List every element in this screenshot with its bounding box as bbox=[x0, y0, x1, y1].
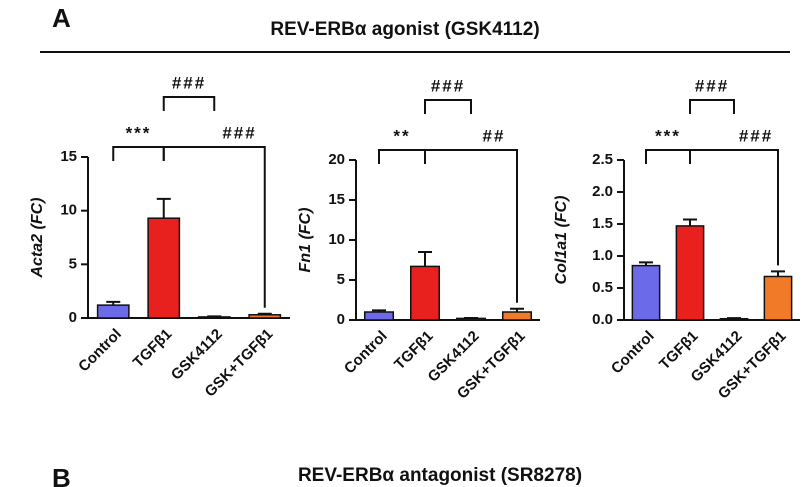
y-tick-label: 2.0 bbox=[592, 183, 613, 200]
significance-label: *** bbox=[126, 123, 152, 142]
y-axis-label: Col1a1 (FC) bbox=[553, 196, 570, 285]
y-tick-label: 20 bbox=[328, 151, 345, 168]
significance-label: ## bbox=[483, 126, 506, 145]
y-tick-label: 0.5 bbox=[592, 279, 613, 296]
error-bar bbox=[683, 218, 697, 226]
significance-bracket bbox=[378, 149, 426, 164]
bar bbox=[409, 265, 441, 321]
bar bbox=[501, 311, 533, 321]
x-tick-label: Control bbox=[341, 328, 391, 378]
error-bar bbox=[207, 315, 222, 318]
significance-bracket bbox=[689, 99, 735, 114]
bar bbox=[248, 314, 282, 319]
y-tick-label: 0 bbox=[69, 309, 77, 326]
error-bar bbox=[771, 270, 785, 277]
bar bbox=[631, 264, 661, 321]
error-bar bbox=[727, 317, 741, 320]
y-tick-label: 0.0 bbox=[592, 311, 613, 328]
y-tick-label: 5 bbox=[337, 271, 345, 288]
x-tick-label: TGFβ1 bbox=[130, 326, 176, 372]
significance-bracket bbox=[645, 149, 691, 164]
x-tick-label: Control bbox=[75, 326, 125, 376]
bar bbox=[763, 275, 793, 321]
y-tick-label: 5 bbox=[69, 255, 77, 272]
significance-label: ### bbox=[739, 126, 773, 145]
error-bar bbox=[639, 261, 653, 266]
y-tick-label: 1.0 bbox=[592, 247, 613, 264]
panel-letter: B bbox=[52, 463, 71, 487]
panel-letter: A bbox=[52, 3, 71, 33]
y-axis-label: Fn1 (FC) bbox=[297, 208, 314, 273]
significance-bracket bbox=[424, 149, 518, 303]
error-bar bbox=[510, 307, 524, 312]
error-bar bbox=[418, 251, 432, 267]
significance-label: ### bbox=[222, 123, 256, 142]
y-tick-label: 15 bbox=[328, 191, 345, 208]
significance-bracket bbox=[112, 146, 165, 161]
significance-label: ### bbox=[695, 76, 729, 95]
panel-title: REV-ERBα antagonist (SR8278) bbox=[298, 465, 582, 486]
y-tick-label: 0 bbox=[337, 311, 345, 328]
significance-bracket bbox=[162, 146, 266, 308]
bar bbox=[675, 225, 705, 321]
error-bar bbox=[106, 300, 121, 306]
significance-bracket bbox=[689, 149, 779, 266]
y-tick-label: 15 bbox=[60, 148, 77, 165]
y-tick-label: 10 bbox=[328, 231, 345, 248]
significance-label: ### bbox=[431, 76, 465, 95]
y-tick-label: 2.5 bbox=[592, 151, 613, 168]
x-tick-label: Control bbox=[608, 328, 658, 378]
bar bbox=[96, 304, 130, 319]
significance-bracket bbox=[162, 96, 216, 111]
y-axis-label: Acta2 (FC) bbox=[29, 197, 46, 278]
significance-label: ** bbox=[393, 126, 410, 145]
bar bbox=[147, 217, 181, 319]
x-tick-label: TGFβ1 bbox=[391, 328, 437, 374]
error-bar bbox=[257, 312, 272, 315]
y-tick-label: 1.5 bbox=[592, 215, 613, 232]
significance-label: *** bbox=[655, 126, 681, 145]
y-tick-label: 10 bbox=[60, 202, 77, 219]
bar bbox=[363, 311, 395, 321]
significance-label: ### bbox=[172, 73, 206, 92]
error-bar bbox=[156, 197, 171, 219]
error-bar bbox=[372, 309, 386, 312]
panel-title: REV-ERBα agonist (GSK4112) bbox=[270, 19, 539, 40]
significance-bracket bbox=[424, 99, 472, 114]
